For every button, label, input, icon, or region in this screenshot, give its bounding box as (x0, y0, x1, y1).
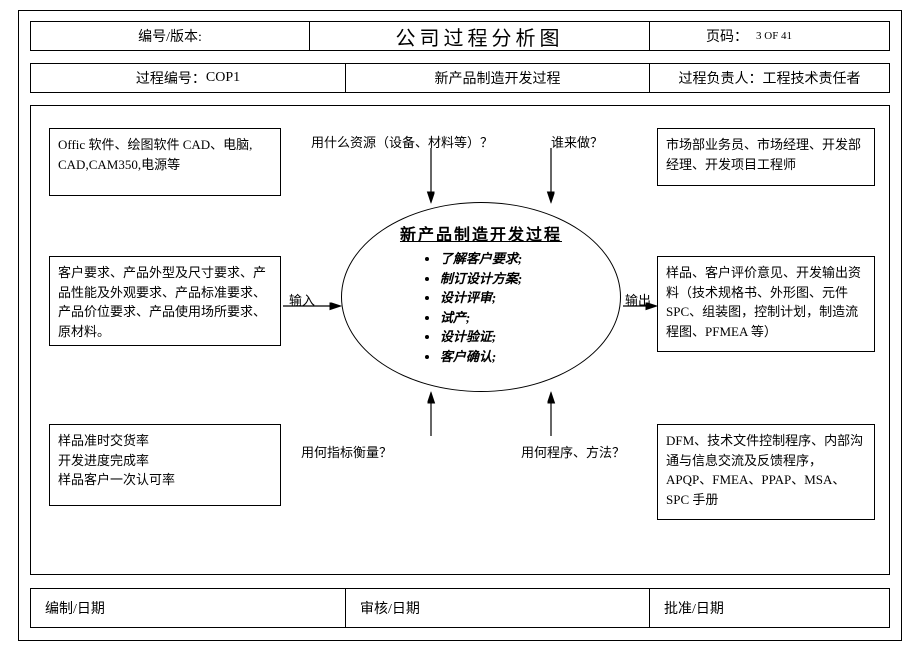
box-top-left: Offic 软件、绘图软件 CAD、电脑, CAD,CAM350,电源等 (49, 128, 281, 196)
box-bot-right: DFM、技术文件控制程序、内部沟通与信息交流及反馈程序，APQP、FMEA、PP… (657, 424, 875, 520)
footer-approve: 批准/日期 (650, 588, 890, 628)
question-metric: 用何指标衡量？ (301, 442, 392, 461)
ellipse-title: 新产品制造开发过程 (400, 221, 562, 245)
box-mid-left: 客户要求、产品外型及尺寸要求、产品性能及外观要求、产品标准要求、产品价位要求、产… (49, 256, 281, 346)
center-ellipse: 新产品制造开发过程 了解客户要求; 制订设计方案; 设计评审; 试产; 设计验证… (341, 202, 621, 392)
io-input-label: 输入 (289, 290, 315, 309)
ellipse-item: 试产; (440, 308, 522, 328)
main-area: Offic 软件、绘图软件 CAD、电脑, CAD,CAM350,电源等 市场部… (30, 105, 890, 575)
io-output-label: 输出 (625, 290, 651, 309)
header-page: 页码： 3 OF 41 (650, 21, 890, 51)
ellipse-list: 了解客户要求; 制订设计方案; 设计评审; 试产; 设计验证; 客户确认; (440, 249, 522, 366)
process-code-cell: 过程编号： COP1 (30, 63, 346, 93)
owner-cell: 过程负责人： 工程技术责任者 (650, 63, 890, 93)
ellipse-item: 客户确认; (440, 347, 522, 367)
page-value: 3 OF 41 (756, 30, 792, 42)
header-title: 公司过程分析图 (310, 21, 650, 51)
ellipse-item: 设计评审; (440, 288, 522, 308)
question-who: 谁来做？ (551, 132, 603, 151)
owner-label: 过程负责人： (679, 68, 763, 88)
box-mid-right: 样品、客户评价意见、开发输出资料（技术规格书、外形图、元件 SPC、组装图，控制… (657, 256, 875, 352)
footer-prepare: 编制/日期 (30, 588, 346, 628)
code-label: 编号/版本: (138, 26, 202, 46)
header-code: 编号/版本: (30, 21, 310, 51)
page-label: 页码： (706, 26, 748, 46)
question-method: 用何程序、方法？ (521, 442, 625, 461)
ellipse-item: 了解客户要求; (440, 249, 522, 269)
question-resources: 用什么资源（设备、材料等）？ (311, 132, 493, 151)
ellipse-item: 制订设计方案; (440, 269, 522, 289)
box-bot-left: 样品准时交货率 开发进度完成率 样品客户一次认可率 (49, 424, 281, 506)
process-code: COP1 (206, 70, 240, 86)
process-code-label: 过程编号： (136, 68, 206, 88)
process-name-cell: 新产品制造开发过程 (346, 63, 650, 93)
ellipse-item: 设计验证; (440, 327, 522, 347)
subheader-row: 过程编号： COP1 新产品制造开发过程 过程负责人： 工程技术责任者 (30, 63, 890, 93)
header-row: 编号/版本: 公司过程分析图 页码： 3 OF 41 (30, 21, 890, 51)
box-top-right: 市场部业务员、市场经理、开发部经理、开发项目工程师 (657, 128, 875, 186)
footer-row: 编制/日期 审核/日期 批准/日期 (30, 588, 890, 628)
bl-line1: 样品准时交货率 (58, 431, 272, 451)
bl-line3: 样品客户一次认可率 (58, 470, 272, 490)
footer-review: 审核/日期 (346, 588, 650, 628)
owner: 工程技术责任者 (763, 68, 861, 88)
bl-line2: 开发进度完成率 (58, 451, 272, 471)
